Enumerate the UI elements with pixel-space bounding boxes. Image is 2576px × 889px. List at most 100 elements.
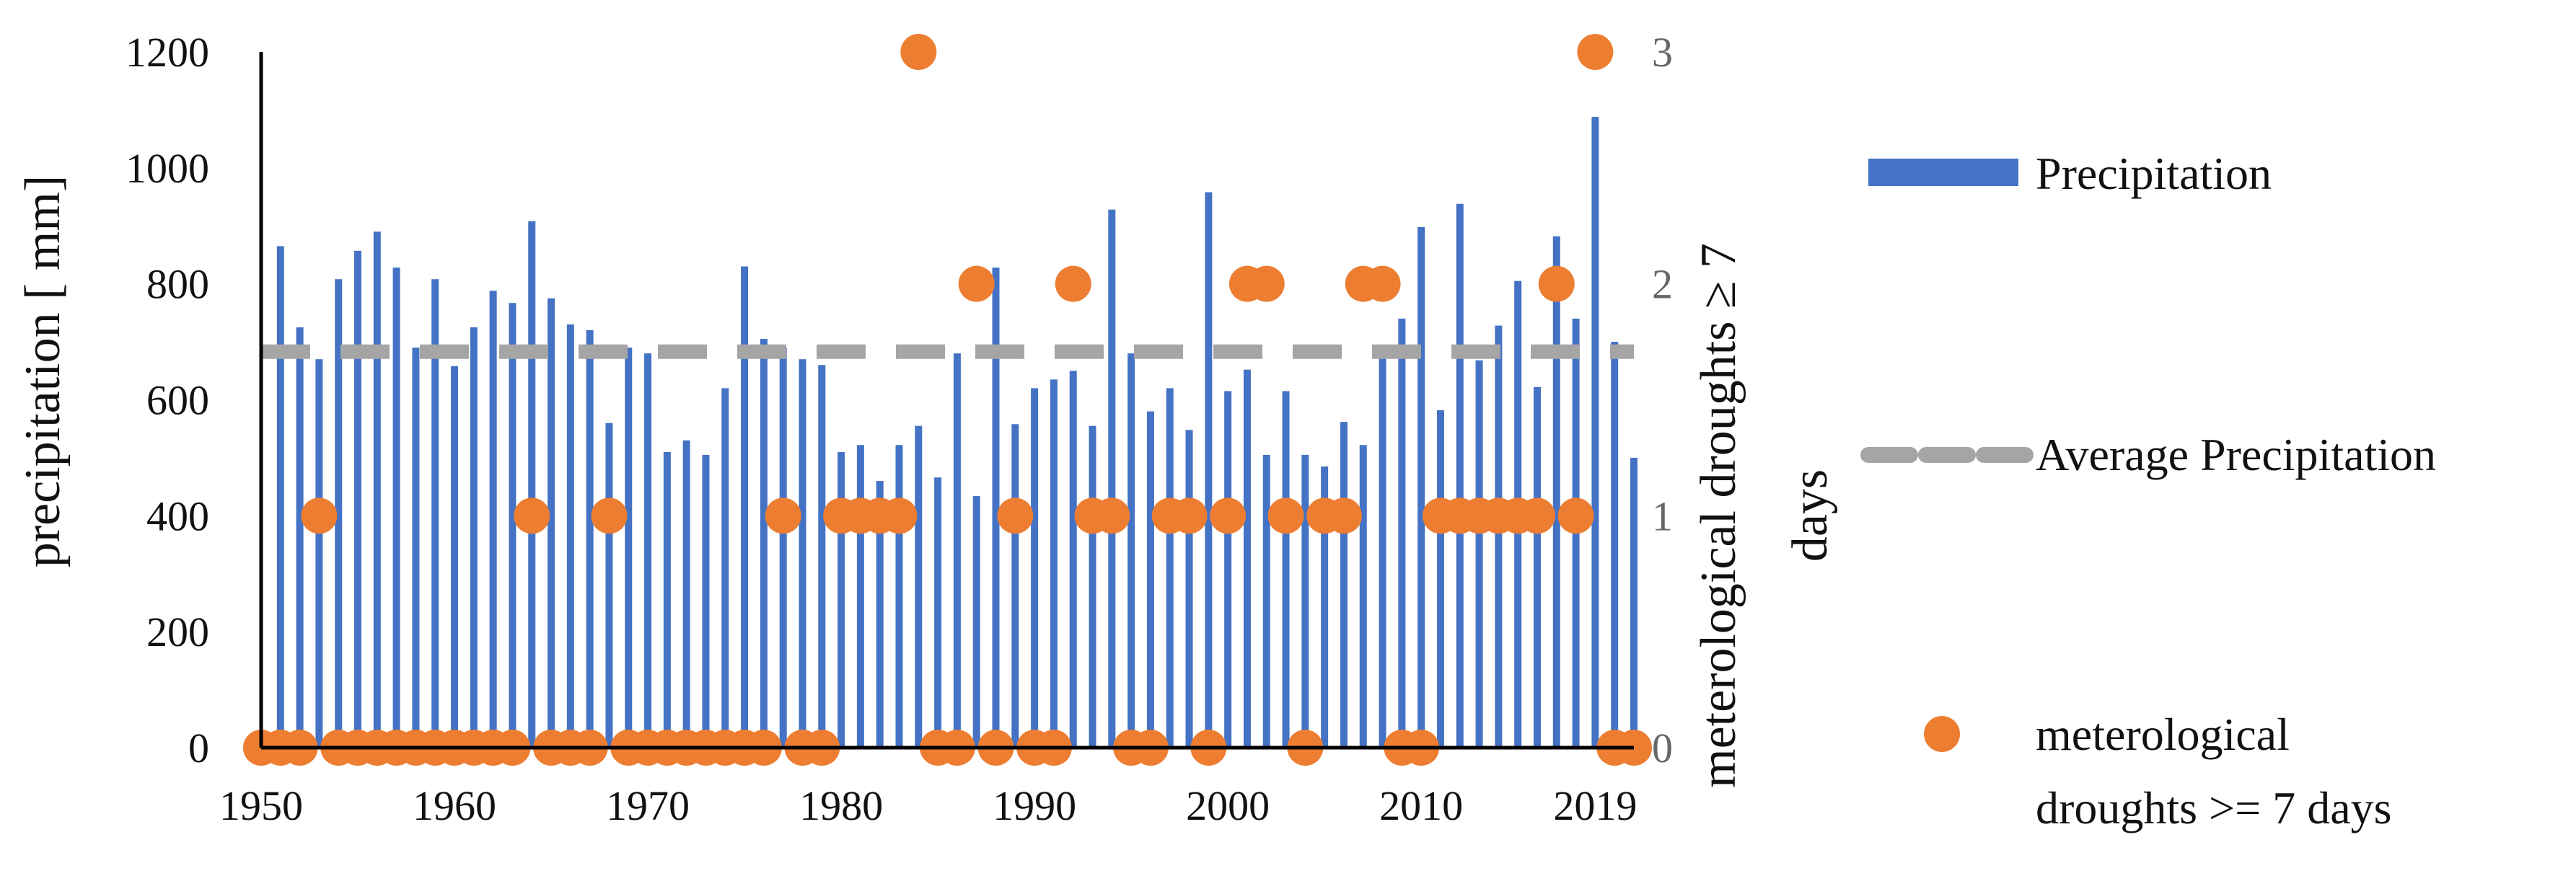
precipitation-bar xyxy=(838,451,845,748)
drought-dot xyxy=(765,497,801,534)
precipitation-bar xyxy=(779,348,787,748)
y-left-tick-label: 1200 xyxy=(126,29,209,76)
x-tick-label: 2000 xyxy=(1186,782,1270,829)
precipitation-bar xyxy=(721,388,729,748)
precipitation-bar xyxy=(1243,369,1251,748)
drought-dot xyxy=(301,497,338,534)
precipitation-bar xyxy=(1127,353,1135,748)
precipitation-bar xyxy=(548,298,555,748)
drought-dot xyxy=(1267,497,1304,534)
y-left-axis-label: precipitation [ mm] xyxy=(15,175,71,567)
drought-dot xyxy=(591,497,628,534)
drought-dot xyxy=(900,34,937,70)
drought-dot xyxy=(1557,497,1594,534)
x-ticks: 1950 1960 1970 1980 1990 2000 2010 2019 xyxy=(219,782,1637,829)
precipitation-bar xyxy=(1552,236,1560,748)
precipitation-bar xyxy=(1359,445,1367,748)
x-tick-label: 1950 xyxy=(219,782,303,829)
precipitation-bar xyxy=(1495,325,1503,748)
drought-dot xyxy=(1577,34,1614,70)
drought-dot xyxy=(881,497,918,534)
precipitation-bar xyxy=(799,359,806,748)
y-right-axis-label-line2: days xyxy=(1782,469,1838,562)
precipitation-bar xyxy=(625,348,633,748)
precipitation-bar xyxy=(412,348,420,748)
precipitation-bar xyxy=(586,330,594,748)
drought-dot xyxy=(1518,497,1555,534)
precipitation-bar xyxy=(392,267,400,748)
legend-drought-label-line1: meterological xyxy=(2036,709,2290,760)
precipitation-bar xyxy=(1050,379,1058,748)
precipitation-bar xyxy=(1224,391,1232,748)
precipitation-bar xyxy=(1379,350,1386,748)
precipitation-bar xyxy=(1011,424,1019,748)
precipitation-bar xyxy=(1031,388,1039,748)
precipitation-bar xyxy=(528,221,536,748)
precipitation-bar xyxy=(934,477,942,748)
precipitation-bar xyxy=(373,231,381,748)
precipitation-bar xyxy=(566,324,574,748)
precipitation-bar xyxy=(470,327,478,748)
precipitation-bar xyxy=(276,246,284,748)
precipitation-bar xyxy=(856,445,864,748)
precipitation-bar xyxy=(644,353,652,748)
precipitation-bar xyxy=(315,359,323,748)
precipitation-bar xyxy=(663,451,671,748)
y-left-tick-label: 600 xyxy=(146,377,209,424)
y-right-axis-label-line1: meterological droughts ≥ 7 xyxy=(1691,243,1746,788)
legend-precipitation-swatch xyxy=(1868,159,2018,186)
precipitation-bar xyxy=(1185,430,1193,748)
precipitation-bar xyxy=(335,279,343,748)
precipitation-bar xyxy=(682,440,690,748)
y-right-tick-label: 3 xyxy=(1652,29,1673,76)
y-left-tick-label: 800 xyxy=(146,261,209,308)
precipitation-bar xyxy=(1108,209,1116,748)
precipitation-bars xyxy=(276,117,1638,748)
legend: Precipitation Average Precipitation mete… xyxy=(1860,148,2436,833)
precipitation-bar xyxy=(296,327,304,748)
y-left-tick-label: 200 xyxy=(146,609,209,655)
drought-dot xyxy=(1325,497,1362,534)
precipitation-bar xyxy=(1436,410,1444,748)
precipitation-bar xyxy=(354,250,362,748)
precipitation-bar xyxy=(1611,342,1619,748)
x-tick-label: 2010 xyxy=(1379,782,1463,829)
x-tick-label: 1960 xyxy=(413,782,496,829)
legend-drought-swatch xyxy=(1924,716,1960,752)
precipitation-bar xyxy=(1205,192,1213,748)
precipitation-bar xyxy=(1146,411,1154,748)
precipitation-bar xyxy=(876,481,884,748)
precipitation-bar xyxy=(509,303,516,748)
drought-dot xyxy=(1364,265,1401,302)
precipitation-bar xyxy=(451,366,459,748)
y-left-tick-label: 0 xyxy=(188,725,209,771)
precipitation-bar xyxy=(1417,226,1425,748)
legend-drought-label-line2: droughts >= 7 days xyxy=(2036,782,2392,833)
drought-dot xyxy=(1210,497,1247,534)
legend-average-label: Average Precipitation xyxy=(2036,429,2436,480)
precipitation-bar xyxy=(741,266,749,748)
drought-dot xyxy=(1248,265,1285,302)
precipitation-bar xyxy=(992,267,1000,748)
precipitation-bar xyxy=(605,423,613,748)
precipitation-bar xyxy=(1262,454,1270,748)
precipitation-bar xyxy=(915,425,923,748)
precipitation-bar xyxy=(1456,203,1464,748)
drought-dot xyxy=(1538,265,1575,302)
y-right-ticks: 0 1 2 3 xyxy=(1652,29,1673,771)
x-tick-label: 1980 xyxy=(799,782,883,829)
precipitation-bar xyxy=(1398,318,1406,748)
drought-dot xyxy=(997,497,1034,534)
precipitation-bar xyxy=(1630,457,1638,748)
drought-dot xyxy=(1055,265,1091,302)
precipitation-bar xyxy=(1321,466,1329,748)
precipitation-bar xyxy=(1591,117,1599,748)
precipitation-bar xyxy=(1069,371,1077,748)
precipitation-bar xyxy=(1340,422,1348,748)
precipitation-bar xyxy=(431,279,439,748)
drought-dot xyxy=(514,497,550,534)
precipitation-bar xyxy=(1282,391,1290,748)
precipitation-bar xyxy=(489,291,497,748)
y-right-tick-label: 1 xyxy=(1652,492,1673,539)
precipitation-bar xyxy=(1301,454,1309,748)
